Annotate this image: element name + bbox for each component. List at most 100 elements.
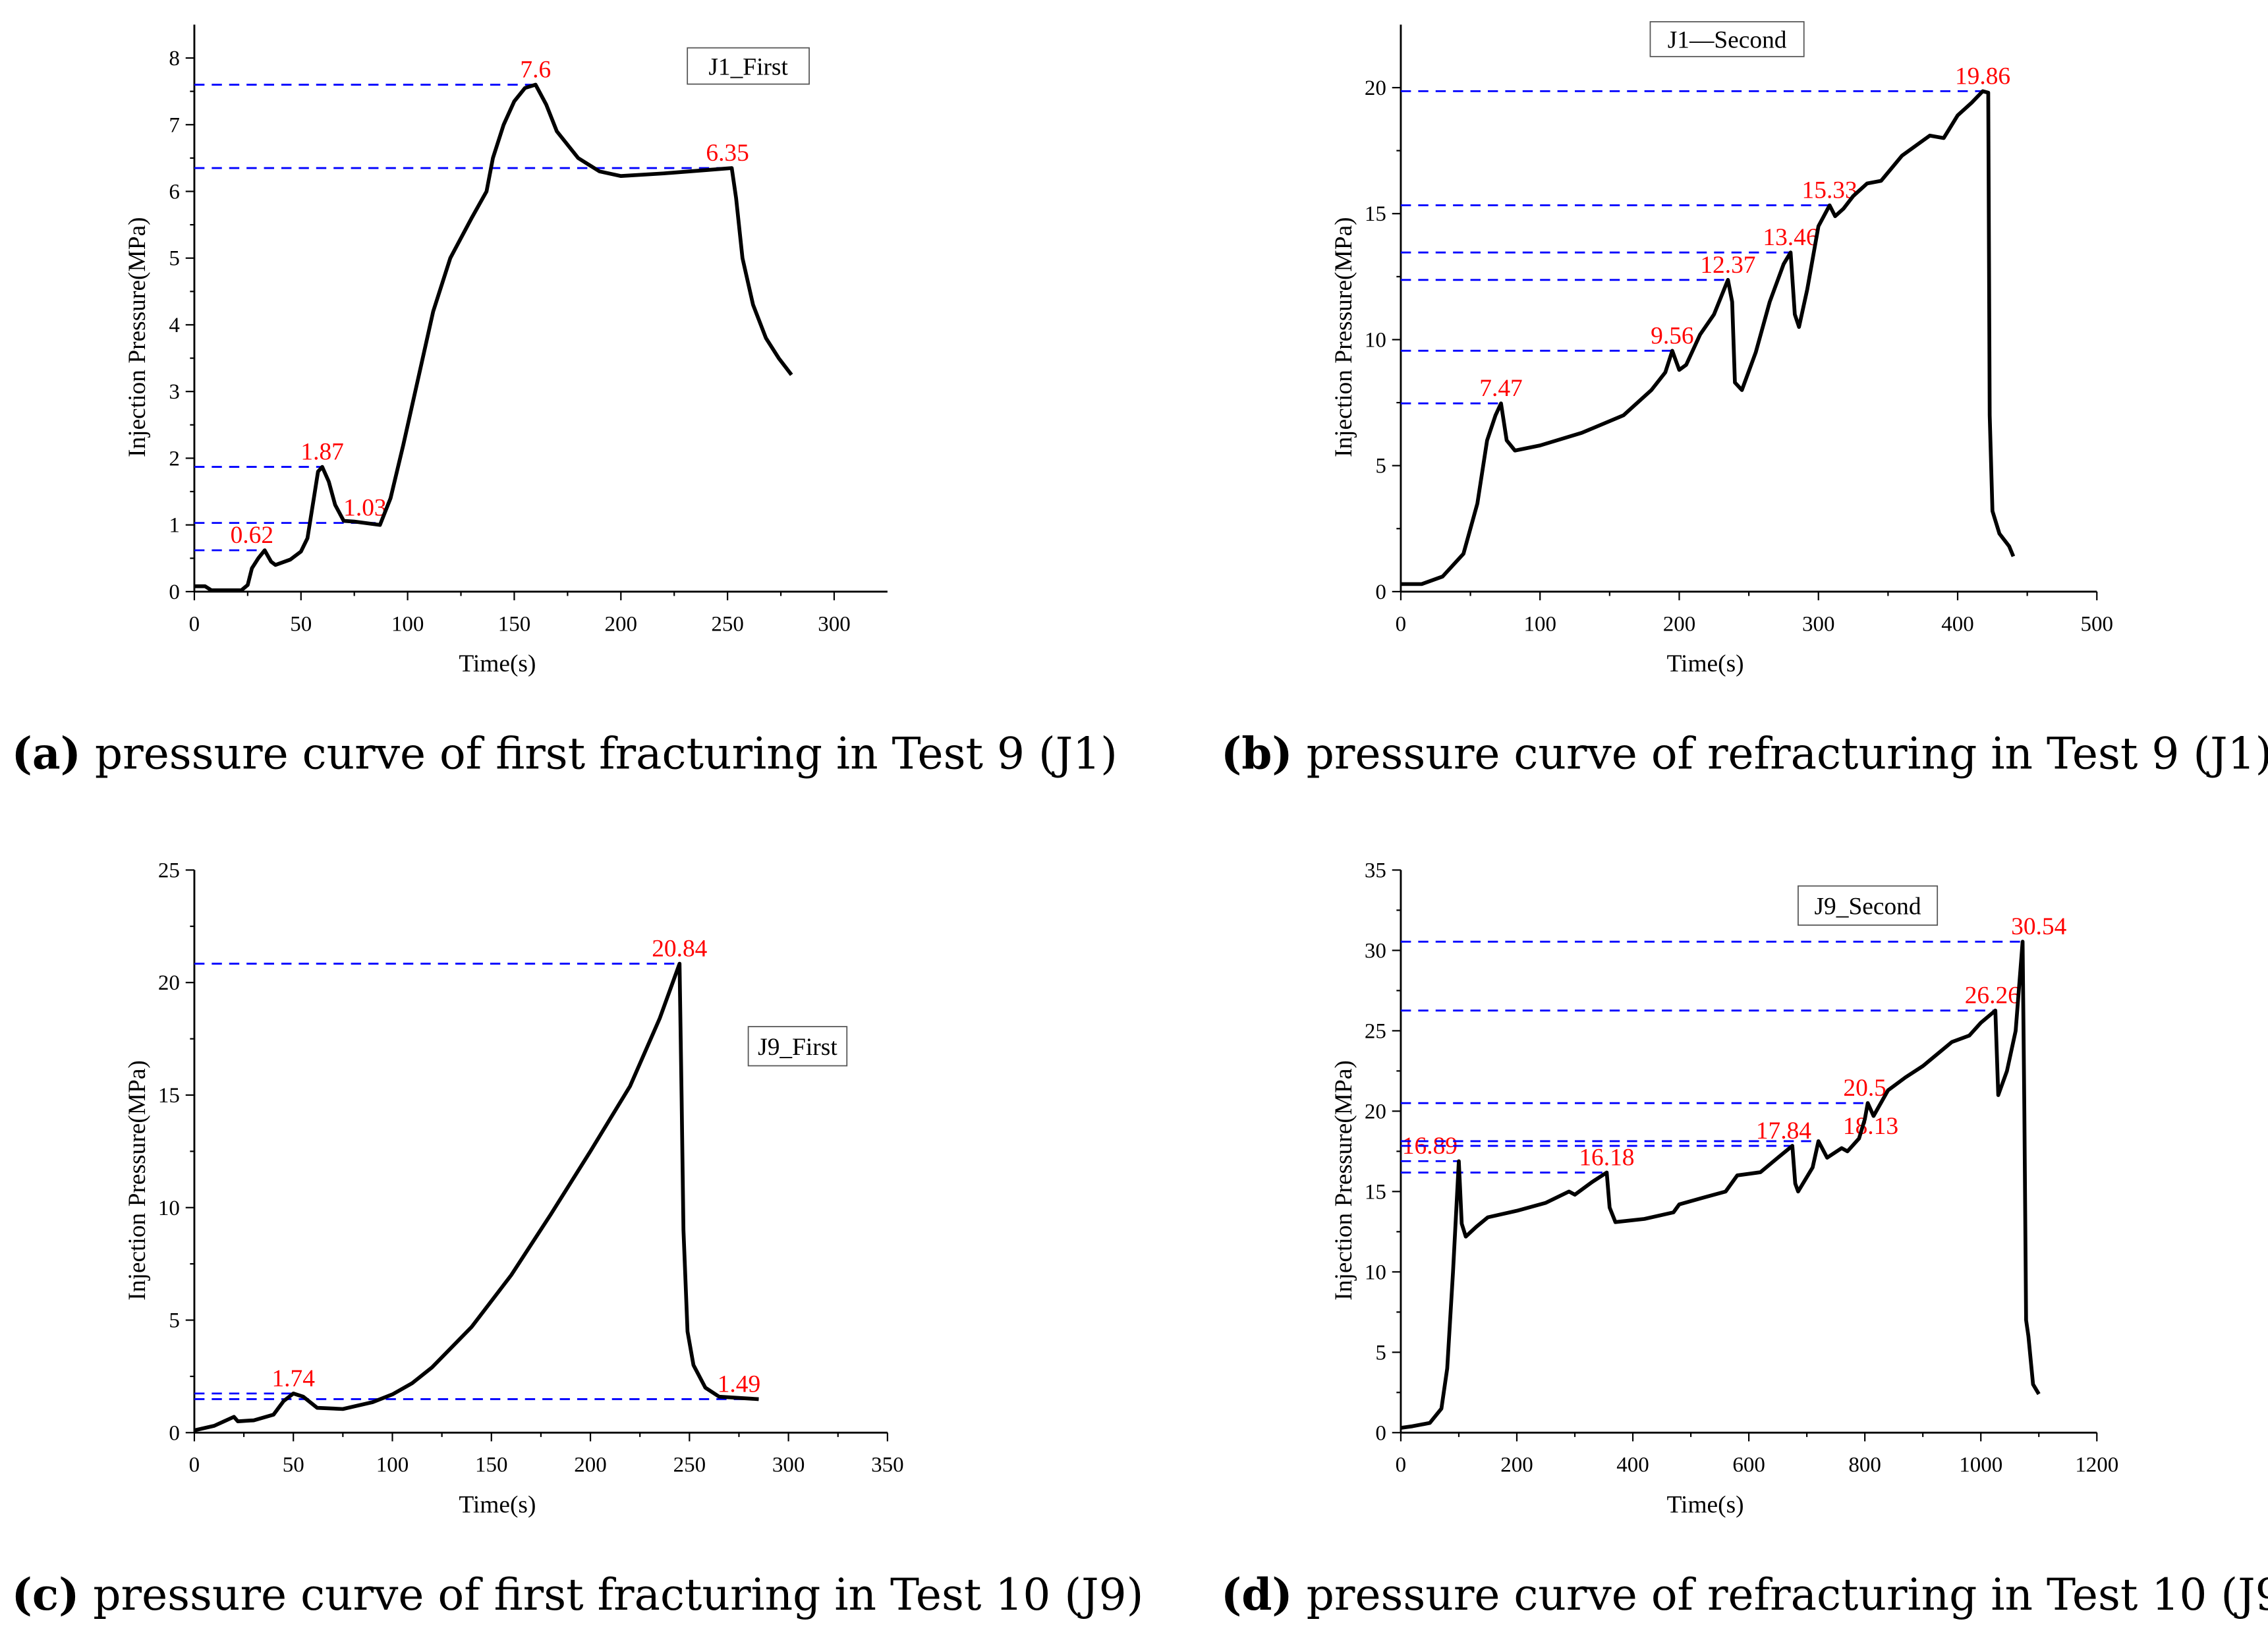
chart-panel-a: 0 50 100 150 200 250 300 0 1 2 3 4 5 6 7 8 Time(s) Inject…	[12, 24, 1118, 779]
peak-label: 19.86	[1955, 63, 2010, 90]
caption-text: pressure curve of refracturing in Test 9…	[1293, 728, 2268, 779]
caption-letter: (b)	[1221, 727, 1293, 779]
y-tick-label: 5	[1375, 1341, 1386, 1365]
chart-panel-b: 0 100 200 300 400 500 0 5 10 15 20 Time(s) Injection…	[1221, 21, 2268, 779]
caption-text: pressure curve of first fracturing in Te…	[81, 728, 1118, 779]
caption-letter: (c)	[12, 1569, 80, 1620]
y-tick-label: 20	[158, 971, 180, 995]
peak-label: 7.47	[1479, 375, 1522, 402]
y-tick-label: 10	[1365, 1260, 1386, 1284]
y-tick-label: 5	[1375, 455, 1386, 478]
x-axis-label: Time(s)	[1667, 650, 1744, 677]
x-tick-label: 600	[1732, 1454, 1765, 1477]
y-tick-label: 15	[1365, 1180, 1386, 1204]
legend-box	[1798, 885, 1939, 926]
caption-letter: (a)	[12, 727, 81, 779]
peak-label: 30.54	[2011, 913, 2066, 940]
x-tick-label: 100	[1523, 612, 1556, 636]
caption-letter: (d)	[1221, 1569, 1293, 1620]
x-tick-label: 150	[475, 1454, 508, 1477]
x-tick-label: 300	[772, 1454, 805, 1477]
caption-text: pressure curve of first fracturing in Te…	[79, 1569, 1143, 1620]
peak-label: 0.62	[231, 522, 273, 549]
legend-label: J9_First	[758, 1034, 837, 1061]
y-tick-label: 0	[169, 1421, 180, 1445]
y-axis-label: Injection Pressure(MPa)	[124, 217, 151, 457]
y-tick-label: 15	[1365, 202, 1386, 226]
x-tick-label: 300	[1802, 612, 1835, 636]
x-tick-label: 400	[1616, 1454, 1649, 1477]
y-axis-label: Injection Pressure(MPa)	[124, 1060, 151, 1301]
peak-label: 12.37	[1700, 252, 1755, 279]
legend-label: J9_Second	[1815, 893, 1921, 920]
y-tick-label: 15	[158, 1084, 180, 1108]
y-tick-label: 20	[1365, 76, 1386, 100]
y-tick-label: 0	[1375, 580, 1386, 604]
caption: (b) pressure curve of refracturing in Te…	[1221, 727, 2268, 779]
x-tick-label: 0	[189, 612, 200, 636]
x-tick-label: 50	[290, 612, 312, 636]
x-tick-label: 250	[673, 1454, 706, 1477]
chart-panel-d: 0 200 400 600 800 1000 1200 0 5 10 15 20 25 30 35 Time(…	[1221, 859, 2268, 1620]
caption-text: pressure curve of refracturing in Test 1…	[1293, 1569, 2268, 1620]
peak-label: 1.87	[300, 439, 343, 466]
x-tick-label: 50	[283, 1454, 304, 1477]
pressure-curve	[1400, 89, 2016, 586]
y-tick-label: 8	[169, 47, 180, 71]
peak-label: 7.6	[520, 57, 551, 84]
chart-panel-c: 0 50 100 150 200 250 300 350 0 5 10 15 20 25 Time(s) In…	[12, 859, 1144, 1620]
peak-label: 16.18	[1579, 1145, 1634, 1172]
y-tick-label: 5	[169, 247, 180, 271]
pressure-curve	[194, 82, 793, 592]
pressure-curve	[1400, 940, 2041, 1430]
legend-label: J1—Second	[1668, 27, 1787, 54]
y-tick-label: 2	[169, 447, 180, 470]
x-tick-label: 400	[1941, 612, 1974, 636]
x-tick-label: 200	[574, 1454, 607, 1477]
x-tick-label: 200	[1663, 612, 1696, 636]
x-tick-label: 1000	[1959, 1454, 2002, 1477]
peak-label: 20.84	[652, 936, 707, 963]
x-tick-label: 0	[1396, 612, 1407, 636]
x-tick-label: 100	[376, 1454, 409, 1477]
caption: (a) pressure curve of first fracturing i…	[12, 727, 1118, 779]
x-tick-label: 1200	[2075, 1454, 2118, 1477]
peak-label: 18.13	[1843, 1113, 1898, 1140]
x-tick-label: 100	[391, 612, 424, 636]
peak-label: 16.89	[1402, 1133, 1458, 1160]
y-tick-label: 3	[169, 380, 180, 404]
y-axis-label: Injection Pressure(MPa)	[1330, 1060, 1357, 1301]
x-tick-label: 200	[1500, 1454, 1533, 1477]
x-tick-label: 0	[189, 1454, 200, 1477]
y-tick-label: 6	[169, 180, 180, 204]
peak-label: 13.46	[1763, 224, 1818, 251]
caption: (d) pressure curve of refracturing in Te…	[1221, 1569, 2268, 1620]
x-tick-label: 150	[498, 612, 531, 636]
legend-label: J1_First	[708, 53, 788, 80]
y-tick-label: 25	[1365, 1019, 1386, 1043]
y-tick-label: 35	[1365, 859, 1386, 882]
peak-label: 20.5	[1843, 1075, 1886, 1102]
peak-label: 9.56	[1651, 322, 1693, 349]
legend-box	[747, 1026, 848, 1067]
legend-box	[1649, 21, 1805, 57]
peak-label: 1.03	[343, 495, 386, 522]
x-axis-label: Time(s)	[1667, 1491, 1744, 1518]
y-tick-label: 0	[1375, 1421, 1386, 1445]
peak-label: 17.84	[1756, 1117, 1811, 1145]
x-tick-label: 500	[2081, 612, 2114, 636]
peak-label: 26.26	[1965, 982, 2020, 1009]
x-axis-label: Time(s)	[459, 650, 536, 677]
caption: (c) pressure curve of first fracturing i…	[12, 1569, 1144, 1620]
x-tick-label: 250	[711, 612, 744, 636]
y-tick-label: 20	[1365, 1100, 1386, 1123]
x-tick-label: 0	[1396, 1454, 1407, 1477]
peak-label: 1.74	[271, 1365, 315, 1392]
y-tick-label: 1	[169, 514, 180, 538]
x-tick-label: 350	[871, 1454, 904, 1477]
y-tick-label: 7	[169, 113, 180, 137]
y-tick-label: 30	[1365, 939, 1386, 963]
y-tick-label: 4	[169, 314, 180, 337]
y-tick-label: 0	[169, 580, 180, 604]
